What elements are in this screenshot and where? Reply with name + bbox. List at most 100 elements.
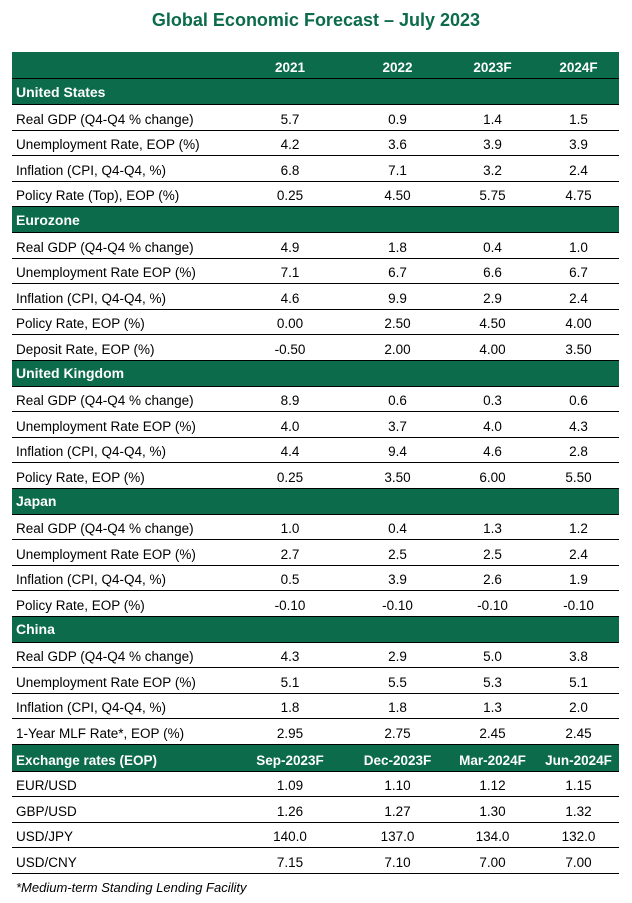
row-label: EUR/USD bbox=[16, 778, 77, 793]
value-cell: 4.50 bbox=[384, 188, 411, 203]
value-cell: 6.8 bbox=[280, 162, 300, 178]
row-label: Policy Rate, EOP (%) bbox=[16, 469, 145, 485]
value-cell: 2.95 bbox=[276, 725, 304, 741]
value-cell: 6.7 bbox=[388, 265, 407, 280]
value-cell: 0.00 bbox=[276, 316, 304, 331]
value-cell: 2.75 bbox=[384, 725, 411, 741]
row-label: Unemployment Rate EOP (%) bbox=[16, 265, 196, 280]
value-cell: 3.50 bbox=[565, 341, 592, 357]
value-cell: 2.00 bbox=[384, 341, 411, 357]
column-header: Jun-2024F bbox=[545, 752, 612, 768]
section-header: United Kingdom bbox=[12, 360, 619, 387]
value-cell: 137.0 bbox=[380, 829, 415, 844]
value-cell: 9.4 bbox=[388, 444, 407, 459]
table-row: Unemployment Rate EOP (%) 5.1 5.5 5.3 5.1 bbox=[12, 668, 619, 694]
value-cell: 1.10 bbox=[384, 778, 411, 793]
footnote: *Medium-term Standing Lending Facility bbox=[16, 880, 247, 895]
table-row: Real GDP (Q4-Q4 % change) 5.7 0.9 1.4 1.5 bbox=[12, 105, 619, 131]
value-cell: 4.2 bbox=[280, 137, 300, 152]
value-cell: 4.4 bbox=[280, 444, 300, 459]
row-label: USD/JPY bbox=[16, 829, 74, 844]
row-label: Real GDP (Q4-Q4 % change) bbox=[16, 393, 194, 408]
value-cell: 0.4 bbox=[388, 521, 407, 536]
value-cell: 1.0 bbox=[569, 239, 588, 255]
value-cell: 0.3 bbox=[483, 393, 502, 408]
row-label: Inflation (CPI, Q4-Q4, %) bbox=[16, 162, 167, 178]
value-cell: 3.50 bbox=[384, 469, 411, 485]
value-cell: -0.10 bbox=[477, 597, 508, 613]
value-cell: 4.50 bbox=[479, 316, 506, 331]
column-header: Sep-2023F bbox=[256, 752, 324, 768]
value-cell: 3.2 bbox=[483, 162, 502, 178]
value-cell: 7.00 bbox=[565, 854, 592, 870]
value-cell: -0.10 bbox=[563, 597, 594, 613]
value-cell: 4.9 bbox=[280, 239, 300, 255]
value-cell: 7.00 bbox=[479, 854, 506, 870]
value-cell: 2.50 bbox=[384, 316, 411, 331]
fx-header: Exchange rates (EOP) Sep-2023F Dec-2023F… bbox=[12, 744, 619, 772]
row-label: Unemployment Rate, EOP (%) bbox=[16, 137, 200, 152]
row-label: Policy Rate, EOP (%) bbox=[16, 316, 145, 331]
value-cell: 1.5 bbox=[569, 111, 588, 127]
section-header: Japan bbox=[12, 488, 619, 515]
value-cell: 7.1 bbox=[280, 265, 300, 280]
row-label: Inflation (CPI, Q4-Q4, %) bbox=[16, 700, 167, 715]
table-row: GBP/USD 1.26 1.27 1.30 1.32 bbox=[12, 797, 619, 823]
value-cell: 4.6 bbox=[280, 290, 300, 306]
row-label: Policy Rate, EOP (%) bbox=[16, 597, 145, 613]
value-cell: 0.25 bbox=[276, 469, 304, 485]
value-cell: 2.0 bbox=[569, 700, 588, 715]
value-cell: -0.10 bbox=[382, 597, 413, 613]
table-row: Policy Rate, EOP (%) -0.10 -0.10 -0.10 -0.10 bbox=[12, 591, 619, 617]
value-cell: -0.10 bbox=[274, 597, 306, 613]
section-header: Eurozone bbox=[12, 207, 619, 233]
value-cell: 140.0 bbox=[273, 829, 307, 844]
row-label: Real GDP (Q4-Q4 % change) bbox=[16, 649, 194, 664]
value-cell: 1.9 bbox=[569, 572, 588, 587]
row-label: 1-Year MLF Rate*, EOP (%) bbox=[16, 725, 185, 741]
table-row: Unemployment Rate EOP (%) 2.7 2.5 2.5 2.4 bbox=[12, 540, 619, 566]
table-row: Real GDP (Q4-Q4 % change) 1.0 0.4 1.3 1.2 bbox=[12, 515, 619, 540]
row-label: USD/CNY bbox=[16, 854, 77, 870]
value-cell: 1.3 bbox=[483, 700, 502, 715]
value-cell: 1.8 bbox=[280, 700, 300, 715]
value-cell: -0.50 bbox=[274, 341, 306, 357]
value-cell: 2.4 bbox=[569, 162, 588, 178]
value-cell: 2.9 bbox=[388, 649, 407, 664]
value-cell: 5.3 bbox=[483, 674, 502, 690]
value-cell: 5.75 bbox=[479, 188, 506, 203]
value-cell: 0.6 bbox=[388, 393, 407, 408]
value-cell: 2.5 bbox=[388, 546, 407, 562]
value-cell: 1.15 bbox=[565, 778, 592, 793]
table-row: Inflation (CPI, Q4-Q4, %) 6.8 7.1 3.2 2.4 bbox=[12, 156, 619, 182]
value-cell: 5.5 bbox=[388, 674, 407, 690]
value-cell: 3.7 bbox=[388, 418, 407, 434]
table-row: Policy Rate, EOP (%) 0.00 2.50 4.50 4.00 bbox=[12, 310, 619, 335]
value-cell: 4.3 bbox=[569, 418, 588, 434]
value-cell: 2.8 bbox=[569, 444, 588, 459]
section-header: China bbox=[12, 616, 619, 643]
value-cell: 0.5 bbox=[280, 572, 300, 587]
row-label: Unemployment Rate EOP (%) bbox=[16, 546, 196, 562]
value-cell: 2.45 bbox=[479, 725, 506, 741]
value-cell: 2.6 bbox=[483, 572, 502, 587]
table-row: Inflation (CPI, Q4-Q4, %) 4.6 9.9 2.9 2.4 bbox=[12, 284, 619, 310]
value-cell: 3.9 bbox=[569, 137, 588, 152]
value-cell: 3.9 bbox=[388, 572, 407, 587]
row-label: Inflation (CPI, Q4-Q4, %) bbox=[16, 290, 167, 306]
value-cell: 6.6 bbox=[483, 265, 502, 280]
table-header: 2021 2022 2023F 2024F bbox=[12, 52, 619, 79]
value-cell: 4.00 bbox=[479, 341, 506, 357]
fx-header-label: Exchange rates (EOP) bbox=[16, 752, 158, 768]
value-cell: 1.3 bbox=[483, 521, 502, 536]
value-cell: 1.4 bbox=[483, 111, 502, 127]
row-label: GBP/USD bbox=[16, 803, 77, 819]
value-cell: 1.8 bbox=[388, 700, 407, 715]
value-cell: 2.4 bbox=[569, 546, 588, 562]
fx-table-body: EUR/USD 1.09 1.10 1.12 1.15 GBP/USD 1.26 1.27 1.… bbox=[12, 772, 619, 874]
value-cell: 5.7 bbox=[280, 111, 300, 127]
value-cell: 3.9 bbox=[483, 137, 502, 152]
table-row: Unemployment Rate, EOP (%) 4.2 3.6 3.9 3.9 bbox=[12, 131, 619, 156]
table-row: Unemployment Rate EOP (%) 4.0 3.7 4.0 4.3 bbox=[12, 412, 619, 438]
column-header: 2024F bbox=[559, 60, 598, 75]
